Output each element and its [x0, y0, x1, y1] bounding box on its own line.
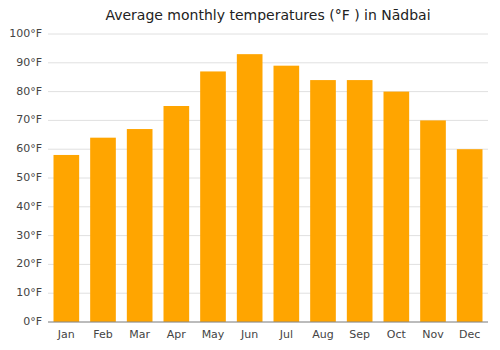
- y-tick-labels: 0°F 10°F 20°F 30°F 40°F 50°F 60°F 70°F 80°F 90°F 1…: [9, 27, 42, 328]
- grid-line: [48, 62, 488, 63]
- x-tick-label: Nov: [422, 328, 444, 341]
- x-axis-line: [48, 322, 488, 323]
- bar: [310, 80, 336, 322]
- bar: [274, 66, 300, 322]
- title: Average monthly temperatures (°F ) in Nā…: [105, 7, 430, 23]
- y-tick-label: 30°F: [16, 229, 42, 242]
- x-tick-label: Jan: [57, 328, 75, 341]
- x-tick-label: Oct: [387, 328, 407, 341]
- bar: [54, 155, 80, 322]
- bar: [164, 106, 190, 322]
- x-tick-label: Jun: [240, 328, 258, 341]
- bar: [90, 138, 116, 322]
- bar: [347, 80, 373, 322]
- y-tick-label: 50°F: [16, 171, 42, 184]
- grid-line: [48, 322, 488, 323]
- x-tick-label: Jul: [279, 328, 293, 341]
- chart-container: 0°F 10°F 20°F 30°F 40°F 50°F 60°F 70°F 80°F 90°F 1…: [0, 0, 500, 350]
- bar: [457, 149, 483, 322]
- chart: 0°F 10°F 20°F 30°F 40°F 50°F 60°F 70°F 80°F 90°F 1…: [0, 0, 500, 350]
- y-tick-label: 40°F: [16, 200, 42, 213]
- bar: [237, 54, 263, 322]
- x-tick-label: Sep: [349, 328, 370, 341]
- x-tick-label: Aug: [312, 328, 333, 341]
- bar: [200, 71, 226, 322]
- bar: [420, 120, 446, 322]
- bars: [54, 54, 483, 322]
- y-tick-label: 0°F: [23, 315, 42, 328]
- y-grid: [48, 34, 488, 322]
- grid-line: [48, 34, 488, 35]
- x-tick-labels: Jan Feb Mar Apr May Jun Jul Aug Sep Oct Nov Dec: [57, 328, 480, 341]
- y-tick-label: 70°F: [16, 113, 42, 126]
- y-tick-label: 100°F: [9, 27, 42, 40]
- background: [0, 0, 500, 350]
- y-tick-label: 60°F: [16, 142, 42, 155]
- x-tick-label: Apr: [167, 328, 187, 341]
- y-tick-label: 90°F: [16, 56, 42, 69]
- bar: [384, 92, 410, 322]
- x-tick-label: Dec: [459, 328, 480, 341]
- grid-line: [48, 91, 488, 92]
- y-tick-label: 80°F: [16, 85, 42, 98]
- y-tick-label: 20°F: [16, 257, 42, 270]
- x-tick-label: May: [202, 328, 225, 341]
- y-tick-label: 10°F: [16, 286, 42, 299]
- x-tick-label: Mar: [129, 328, 150, 341]
- x-tick-label: Feb: [93, 328, 112, 341]
- bar: [127, 129, 153, 322]
